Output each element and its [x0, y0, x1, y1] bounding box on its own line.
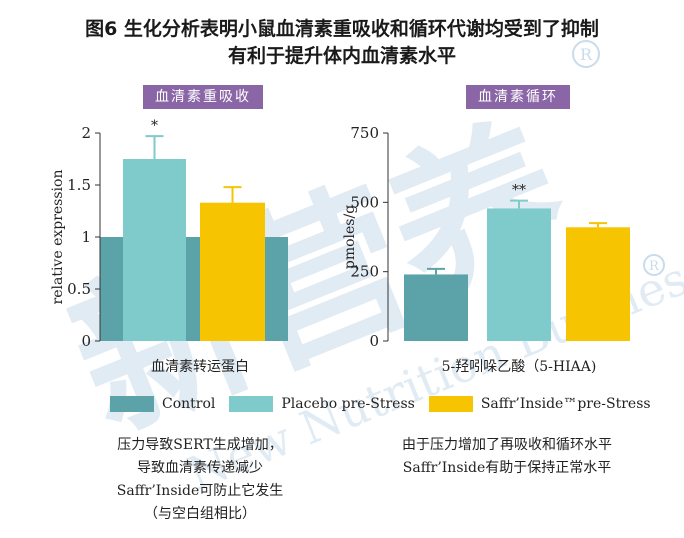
legend-swatch-placebo: [229, 396, 274, 412]
legend-item-placebo: Placebo pre-Stress: [229, 396, 415, 412]
bar-placebo: [487, 208, 551, 341]
x-axis-label: 5-羟吲哚乙酸（5-HIAA): [442, 359, 597, 375]
bar-saffron: [566, 227, 630, 341]
note-left-line: （与空白组相比）: [144, 506, 256, 522]
y-tick-label: 2: [81, 124, 91, 142]
y-tick-label: 1: [81, 228, 91, 246]
note-left-line: 压力导致SERT生成增加，: [117, 437, 283, 453]
legend: Control Placebo pre-Stress Saffr’Inside™…: [110, 394, 665, 414]
significance-mark: **: [512, 183, 526, 199]
y-tick-label: 0: [369, 332, 379, 350]
y-tick-label: 250: [350, 263, 379, 281]
legend-label-control: Control: [162, 396, 216, 412]
y-tick-label: 500: [350, 193, 379, 211]
note-right-line: 由于压力增加了再吸收和循环水平: [402, 437, 612, 453]
registered-mark-icon-letter: R: [649, 259, 660, 274]
figure-title-line-1: 图6 生化分析表明小鼠血清素重吸收和循环代谢均受到了抑制: [85, 18, 599, 40]
x-axis-label: 血清素转运蛋白: [151, 359, 249, 375]
y-tick-label: 750: [350, 124, 379, 142]
y-tick-label: 0: [81, 332, 91, 350]
y-tick-label: 0.5: [67, 280, 91, 298]
y-axis-label: relative expression: [50, 170, 66, 305]
y-axis-label: pmoles/g: [342, 205, 358, 269]
legend-swatch-saffron: [428, 396, 473, 412]
legend-label-placebo: Placebo pre-Stress: [281, 396, 415, 412]
bar-control: [404, 274, 468, 341]
legend-item-control: Control: [110, 396, 215, 412]
significance-mark: *: [151, 118, 158, 134]
note-left-line: Saffr’Inside可防止它发生: [116, 483, 284, 499]
note-left: 压力导致SERT生成增加， 导致血清素传递减少 Saffr’Inside可防止它…: [60, 434, 340, 526]
registered-mark-icon-letter: R: [580, 45, 593, 64]
registered-mark-icon: [572, 40, 600, 68]
chart-serotonin-circulation: ** 0 250 500 750 pmoles/g 5-羟吲哚乙酸（5-HIAA): [342, 124, 630, 375]
bar-placebo: [123, 159, 186, 341]
y-tick-label: 1.5: [67, 176, 91, 194]
registered-mark-icon: [643, 254, 665, 276]
note-right: 由于压力增加了再吸收和循环水平 Saffr’Inside有助于保持正常水平: [352, 434, 662, 480]
bar-saffron: [200, 202, 265, 341]
legend-swatch-control: [110, 396, 154, 412]
legend-item-saffron: Saffr’Inside™pre-Stress: [428, 396, 651, 412]
panel-1-title: 血清素重吸收: [143, 85, 263, 109]
figure-title-line-2: 有利于提升体内血清素水平: [227, 45, 456, 67]
note-right-line: Saffr’Inside有助于保持正常水平: [402, 460, 612, 476]
legend-label-saffron: Saffr’Inside™pre-Stress: [480, 396, 651, 412]
note-left-line: 导致血清素传递减少: [137, 460, 263, 476]
chart-serotonin-reuptake: * 0 0.5 1 1.5 2 relative expression 血清素转运蛋白: [50, 118, 288, 375]
panel-2-title: 血清素循环: [466, 85, 570, 109]
